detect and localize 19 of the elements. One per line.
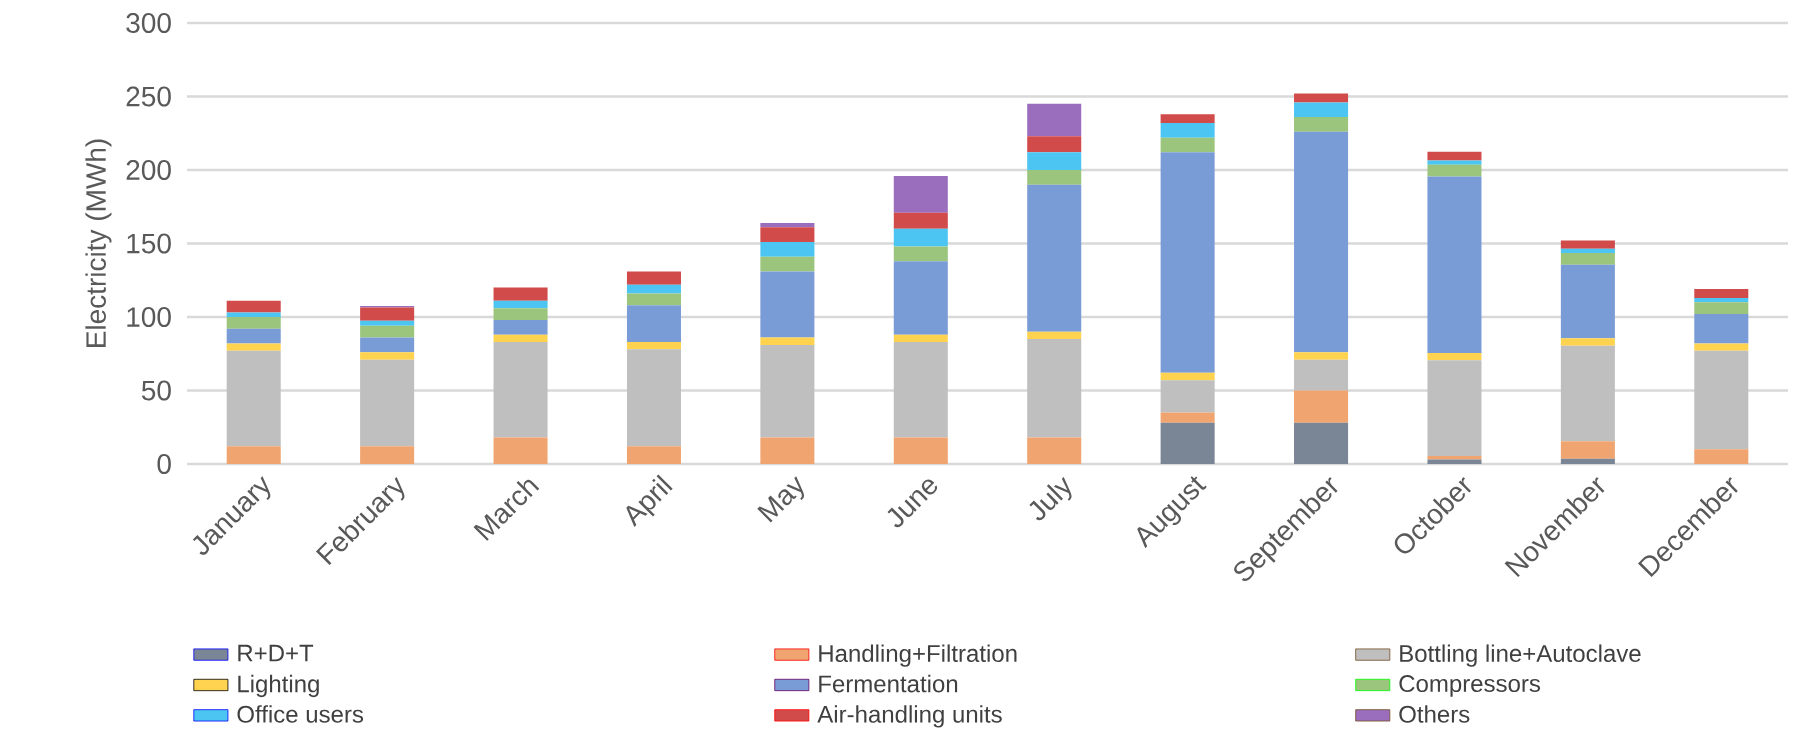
legend-label: Air-handling units <box>817 705 1002 728</box>
y-tick-label: 200 <box>126 160 171 180</box>
legend-label: Compressors <box>1399 675 1541 697</box>
y-tick-label: 100 <box>127 307 171 327</box>
legend-label: Others <box>1399 705 1470 723</box>
y-tick-label: 150 <box>127 233 171 254</box>
y-tick-label: 250 <box>126 86 171 107</box>
x-tick-label: May <box>757 476 804 523</box>
legend-label: Handling+Filtration <box>819 644 1017 667</box>
legend-label: R+D+T <box>238 644 314 662</box>
x-tick-label: July <box>1029 476 1072 521</box>
y-tick-label: 300 <box>126 13 171 33</box>
y-axis-title: Electricity (MWh) <box>85 139 112 347</box>
legend-label: Lighting <box>238 674 319 698</box>
legend-label: Bottling line+Autoclave <box>1400 644 1641 667</box>
y-tick-label: 0 <box>157 454 171 474</box>
y-tick-label: 50 <box>141 380 171 401</box>
legend-label: Fermentation <box>819 674 958 693</box>
legend-label: Office users <box>237 705 364 723</box>
